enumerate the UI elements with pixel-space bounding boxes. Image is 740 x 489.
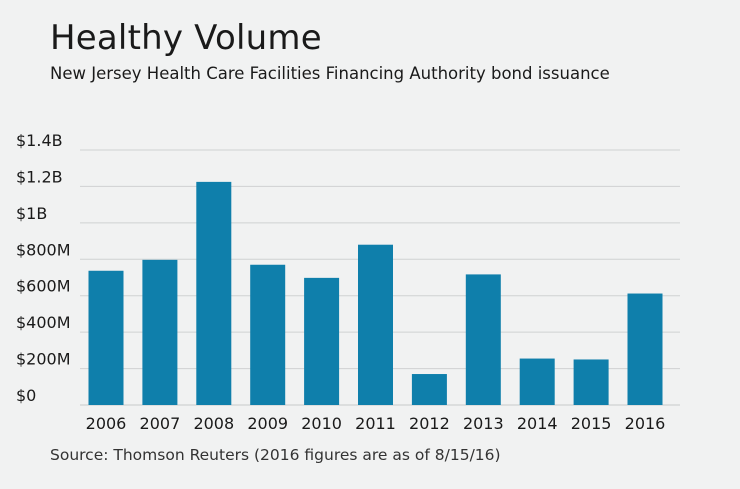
y-tick-label: $800M	[16, 240, 71, 259]
chart-title: Healthy Volume	[50, 18, 322, 58]
x-axis-ticks: 2006 2007 2008 2009 2010 2011 2012 2013 2014 2015…	[86, 414, 666, 433]
x-tick-label: 2016	[625, 414, 666, 433]
x-tick-label: 2009	[247, 414, 288, 433]
bar-2012	[411, 374, 447, 405]
x-tick-label: 2007	[140, 414, 181, 433]
y-tick-label: $1.4B	[16, 131, 63, 150]
y-tick-label: $0	[16, 386, 36, 405]
y-tick-label: $400M	[16, 313, 71, 332]
bar-2016	[627, 293, 663, 405]
x-tick-label: 2008	[193, 414, 234, 433]
bar-2008	[196, 181, 232, 405]
bar-2010	[304, 277, 340, 405]
x-tick-label: 2011	[355, 414, 396, 433]
bar-2009	[250, 264, 286, 405]
y-tick-label: $1.2B	[16, 167, 63, 186]
bar-2007	[142, 259, 178, 405]
chart-subtitle: New Jersey Health Care Facilities Financ…	[50, 64, 610, 83]
bar-2011	[358, 244, 393, 405]
x-tick-label: 2006	[86, 414, 127, 433]
y-axis-ticks: $0 $200M $400M $600M $800M $1B $1.2B $1.4B	[16, 131, 71, 405]
bar-2006	[88, 270, 124, 405]
x-tick-label: 2012	[409, 414, 450, 433]
bar-2015	[573, 359, 609, 405]
x-tick-label: 2015	[571, 414, 612, 433]
y-tick-label: $1B	[16, 204, 47, 223]
source-note: Source: Thomson Reuters (2016 figures ar…	[50, 446, 501, 464]
x-tick-label: 2010	[301, 414, 342, 433]
x-tick-label: 2013	[463, 414, 504, 433]
bar-2014	[519, 358, 555, 405]
x-tick-label: 2014	[517, 414, 558, 433]
y-tick-label: $600M	[16, 277, 71, 296]
y-tick-label: $200M	[16, 350, 71, 369]
bars	[88, 181, 663, 405]
bar-2013	[465, 274, 501, 405]
